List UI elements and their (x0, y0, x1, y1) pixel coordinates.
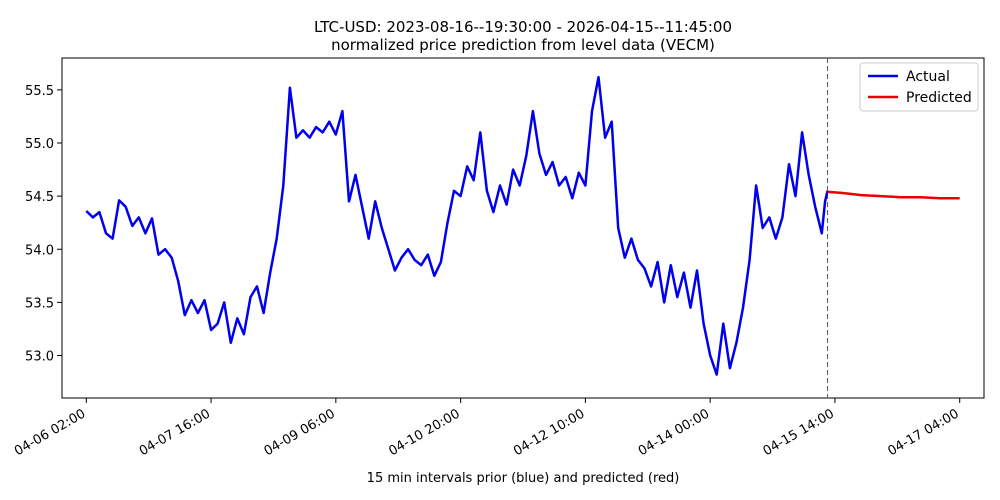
series-layer (85, 58, 960, 398)
x-axis-label: 15 min intervals prior (blue) and predic… (367, 471, 680, 486)
y-tick-label: 54.5 (25, 190, 54, 205)
y-tick-label: 53.5 (25, 296, 54, 311)
legend-label-predicted: Predicted (906, 90, 972, 106)
x-tick-label: 04-06 02:00 (12, 406, 88, 459)
y-tick-label: 55.0 (25, 137, 54, 152)
x-tick-label: 04-07 16:00 (137, 406, 213, 459)
y-tick-label: 53.0 (25, 350, 54, 365)
x-tick-label: 04-10 20:00 (386, 406, 462, 459)
plot-frame (61, 57, 985, 399)
x-axis: 04-06 02:00 04-07 16:00 04-09 06:00 04-10 2… (12, 398, 962, 459)
x-tick-label: 04-17 04:00 (885, 406, 961, 459)
y-tick-label: 55.5 (25, 84, 54, 99)
legend: Actual Predicted (859, 62, 979, 112)
x-tick-label: 04-14 00:00 (636, 406, 712, 459)
y-axis: 53.0 53.5 54.0 54.5 55.0 55.5 (25, 84, 62, 365)
x-tick-label: 04-15 14:00 (761, 406, 837, 459)
chart-subtitle: normalized price prediction from level d… (331, 36, 715, 54)
chart-title: LTC-USD: 2023-08-16--19:30:00 - 2026-04-… (314, 18, 732, 36)
legend-label-actual: Actual (906, 69, 950, 85)
x-tick-label: 04-12 10:00 (511, 406, 587, 459)
series-line-predicted (827, 190, 960, 200)
x-tick-label: 04-09 06:00 (262, 406, 338, 459)
y-tick-label: 54.0 (25, 243, 54, 258)
series-line-actual (85, 75, 829, 376)
